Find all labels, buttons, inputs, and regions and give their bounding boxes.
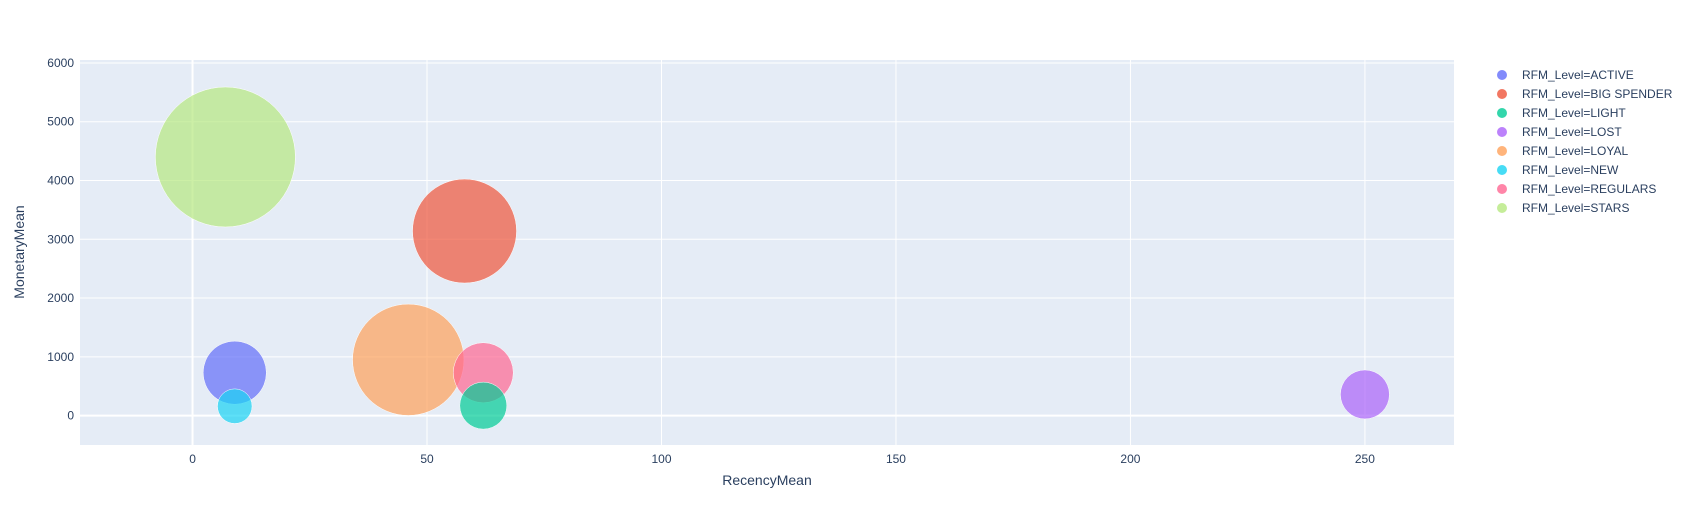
legend-marker xyxy=(1497,203,1507,213)
y-tick-label: 6000 xyxy=(47,56,74,70)
legend-marker xyxy=(1497,70,1507,80)
bubble-light[interactable] xyxy=(459,381,508,430)
x-tick-label: 100 xyxy=(651,452,671,466)
x-axis-title: RecencyMean xyxy=(722,472,812,488)
legend-item[interactable]: RFM_Level=BIG SPENDER xyxy=(1497,87,1673,101)
legend-item[interactable]: RFM_Level=LIGHT xyxy=(1497,106,1626,120)
x-tick-label: 250 xyxy=(1355,452,1375,466)
bubble-big-spender[interactable] xyxy=(412,178,517,284)
legend-item[interactable]: RFM_Level=ACTIVE xyxy=(1497,68,1634,82)
bubble-lost[interactable] xyxy=(1340,369,1390,420)
x-tick-label: 50 xyxy=(420,452,434,466)
bubble-new[interactable] xyxy=(217,388,253,424)
legend-label: RFM_Level=NEW xyxy=(1522,163,1619,177)
y-tick-label: 2000 xyxy=(47,291,74,305)
plot-area xyxy=(80,60,1454,445)
legend-marker xyxy=(1497,108,1507,118)
legend-label: RFM_Level=LOYAL xyxy=(1522,144,1628,158)
legend-label: RFM_Level=REGULARS xyxy=(1522,182,1656,196)
legend-marker xyxy=(1497,165,1507,175)
x-tick-label: 150 xyxy=(886,452,906,466)
legend-label: RFM_Level=STARS xyxy=(1522,201,1629,215)
legend-label: RFM_Level=ACTIVE xyxy=(1522,68,1634,82)
legend-item[interactable]: RFM_Level=STARS xyxy=(1497,201,1629,215)
legend-marker xyxy=(1497,146,1507,156)
y-tick-label: 5000 xyxy=(47,115,74,129)
y-axis-ticks: 0 1000 2000 3000 4000 5000 6000 xyxy=(47,56,74,423)
bubbles xyxy=(155,86,1390,430)
y-axis-title: MonetaryMean xyxy=(11,205,27,298)
bubble-stars[interactable] xyxy=(155,86,296,228)
grid-lines xyxy=(80,60,1454,445)
legend-item[interactable]: RFM_Level=LOYAL xyxy=(1497,144,1628,158)
x-tick-label: 200 xyxy=(1120,452,1140,466)
legend-item[interactable]: RFM_Level=REGULARS xyxy=(1497,182,1656,196)
x-axis-ticks: 0 50 100 150 200 250 xyxy=(189,452,1375,466)
legend[interactable]: RFM_Level=ACTIVE RFM_Level=BIG SPENDER RFM… xyxy=(1497,68,1673,215)
y-tick-label: 3000 xyxy=(47,232,74,246)
legend-label: RFM_Level=LOST xyxy=(1522,125,1622,139)
legend-marker xyxy=(1497,89,1507,99)
x-tick-label: 0 xyxy=(189,452,196,466)
legend-item[interactable]: RFM_Level=NEW xyxy=(1497,163,1619,177)
legend-marker xyxy=(1497,127,1507,137)
legend-marker xyxy=(1497,184,1507,194)
bubble-loyal[interactable] xyxy=(352,303,465,416)
y-tick-label: 0 xyxy=(67,409,74,423)
legend-label: RFM_Level=BIG SPENDER xyxy=(1522,87,1673,101)
y-tick-label: 4000 xyxy=(47,173,74,187)
y-tick-label: 1000 xyxy=(47,350,74,364)
legend-label: RFM_Level=LIGHT xyxy=(1522,106,1626,120)
legend-item[interactable]: RFM_Level=LOST xyxy=(1497,125,1622,139)
